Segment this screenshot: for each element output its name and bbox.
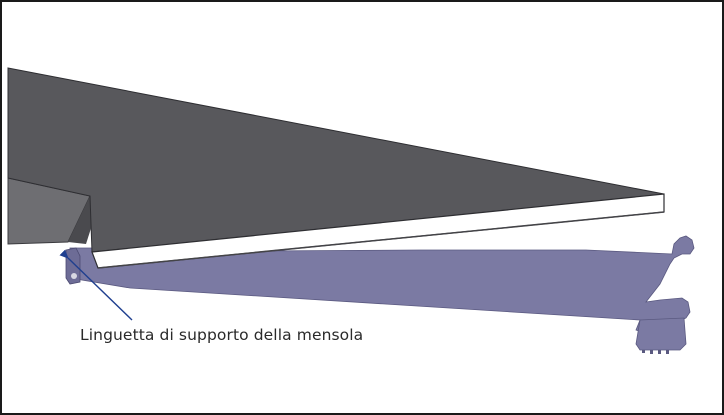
bracket-lower-hook <box>635 317 687 351</box>
callout-arrow <box>59 249 133 321</box>
bracket-teeth <box>642 349 669 354</box>
tab-hole <box>71 273 77 279</box>
shelf-top <box>7 67 665 253</box>
callout-label: Linguetta di supporto della mensola <box>80 326 364 344</box>
shelf-edge-shadow <box>97 211 665 269</box>
